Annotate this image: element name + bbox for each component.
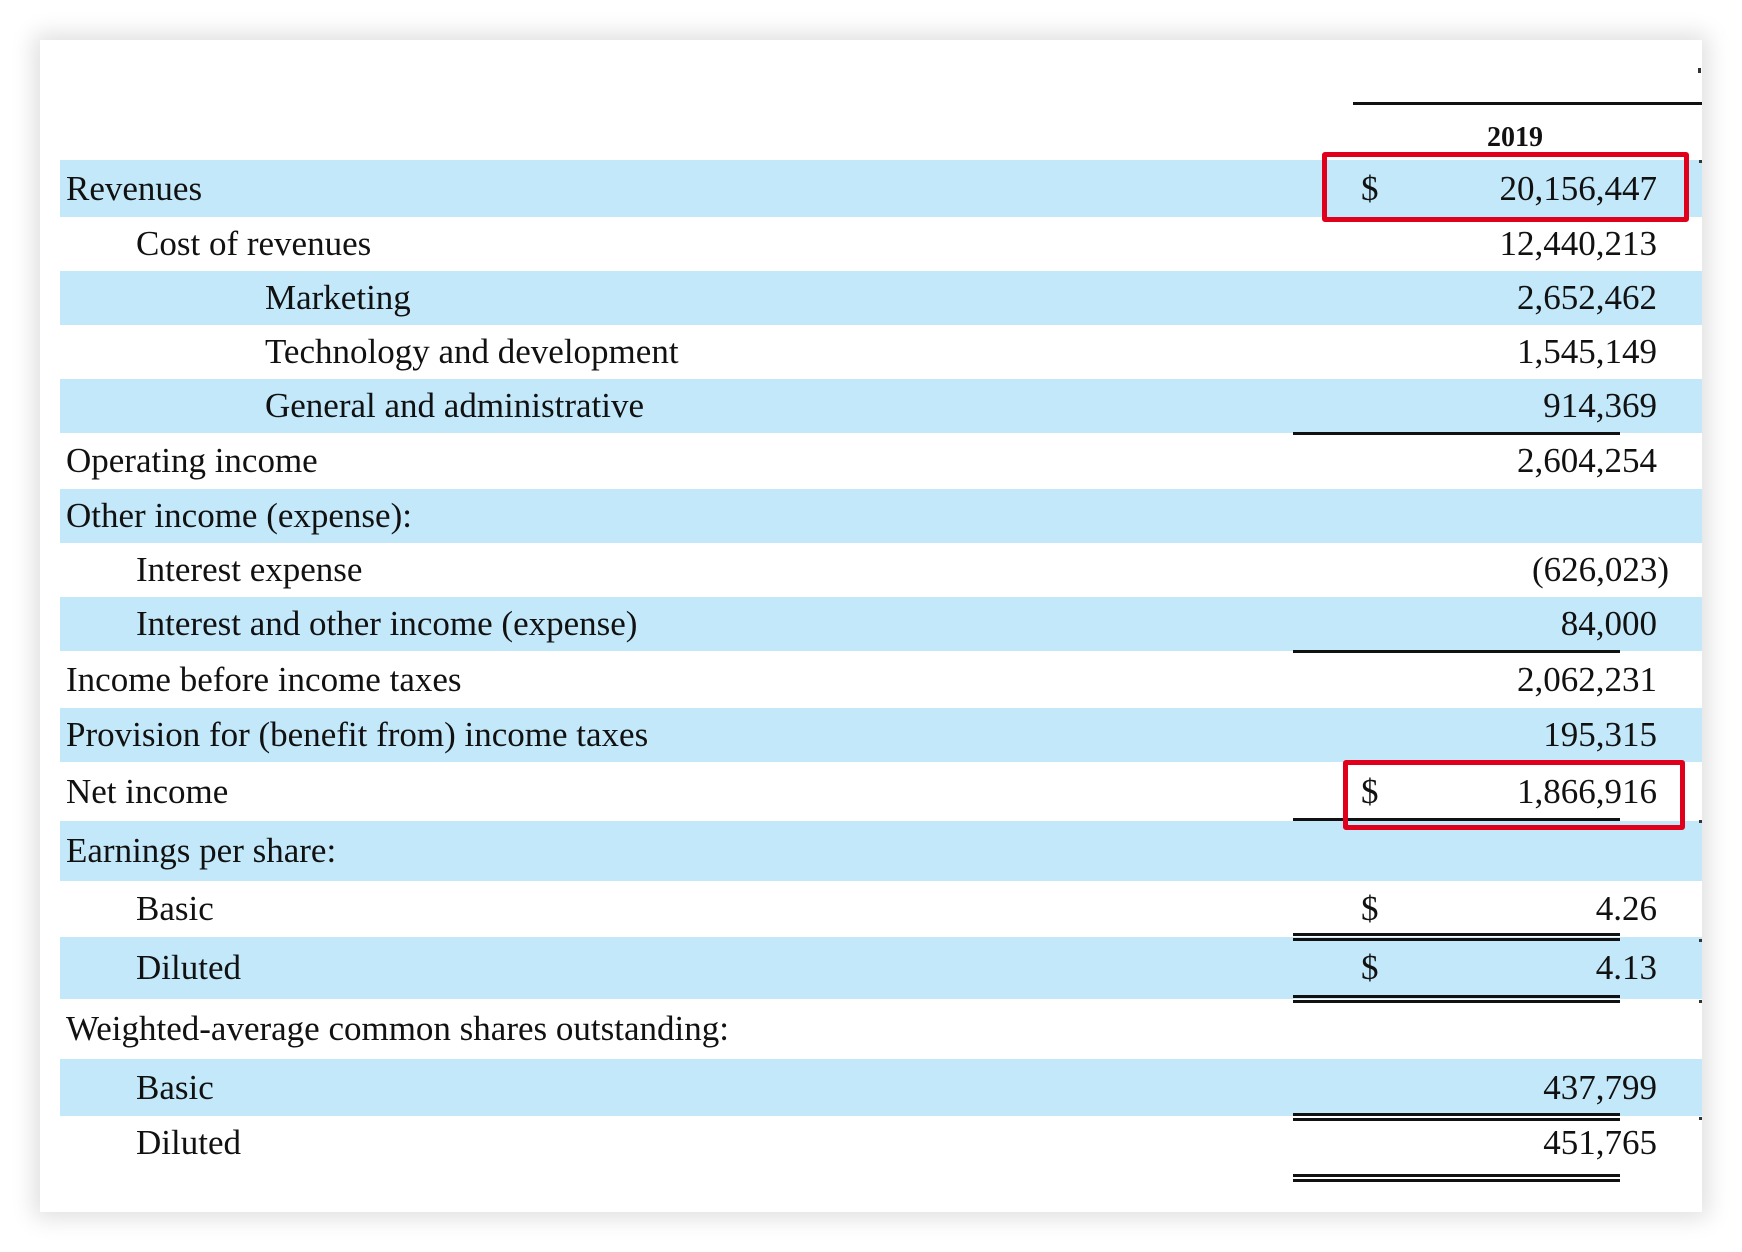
row-general-and-administrative: General and administrative 914,369 (60, 379, 1702, 433)
row-weighted-shares-heading: Weighted-average common shares outstandi… (60, 999, 1702, 1059)
row-value: 2,062,231 (1517, 659, 1657, 699)
total-rule (1293, 818, 1620, 821)
eps-basic-double-rule (1293, 933, 1620, 936)
row-value: 2,652,462 (1517, 278, 1657, 317)
row-value: 4.13 (1595, 948, 1657, 987)
row-value: 437,799 (1543, 1067, 1657, 1107)
currency-symbol: $ (1361, 889, 1379, 928)
row-eps-heading: Earnings per share: (60, 821, 1702, 881)
row-label: Marketing (265, 278, 411, 317)
eps-diluted-double-rule (1293, 1000, 1620, 1003)
row-value: 1,866,916 (1517, 771, 1657, 811)
row-label: General and administrative (265, 386, 645, 425)
row-value: 195,315 (1543, 715, 1657, 754)
currency-symbol: $ (1361, 771, 1379, 811)
eps-basic-double-rule (1293, 938, 1620, 941)
row-value: 451,765 (1543, 1123, 1657, 1162)
row-value: 1,545,149 (1517, 332, 1657, 371)
row-shares-diluted: Diluted 451,765 (60, 1116, 1702, 1170)
row-label: Basic (136, 889, 214, 928)
row-shares-basic: Basic 437,799 (60, 1059, 1702, 1116)
row-eps-diluted: Diluted $ 4.13 (60, 937, 1702, 999)
eps-diluted-double-rule (1293, 995, 1620, 998)
shares-basic-double-rule (1293, 1113, 1620, 1116)
row-value: 914,369 (1543, 386, 1657, 425)
highlight-net-income-box (1343, 760, 1685, 830)
row-revenues: Revenues $ 20,156,447 (60, 160, 1702, 217)
row-label: Other income (expense): (66, 496, 412, 535)
shares-diluted-double-rule (1293, 1179, 1620, 1182)
row-label: Interest and other income (expense) (136, 604, 638, 643)
row-value: (626,023) (1531, 550, 1669, 589)
row-label: Revenues (66, 168, 203, 208)
row-label: Net income (66, 771, 229, 811)
row-value: 84,000 (1560, 604, 1657, 643)
row-value: 2,604,254 (1517, 441, 1657, 480)
column-header-rule (1353, 102, 1702, 105)
row-eps-basic: Basic $ 4.26 (60, 881, 1702, 937)
row-provision-for-income-taxes: Provision for (benefit from) income taxe… (60, 708, 1702, 762)
edge-mark (1699, 939, 1702, 942)
column-header-year: 2019 (1487, 122, 1543, 153)
row-value: 12,440,213 (1499, 224, 1658, 263)
row-label: Earnings per share: (66, 831, 337, 870)
row-value: 4.26 (1595, 889, 1657, 928)
row-label: Operating income (66, 441, 318, 480)
edge-mark (1699, 820, 1702, 823)
edge-mark (1699, 160, 1702, 163)
row-interest-and-other-income: Interest and other income (expense) 84,0… (60, 597, 1702, 651)
shares-basic-double-rule (1293, 1118, 1620, 1121)
row-label: Basic (136, 1067, 214, 1107)
row-other-income-heading: Other income (expense): (60, 489, 1702, 543)
row-label: Technology and development (265, 332, 679, 371)
row-label: Interest expense (136, 550, 363, 589)
row-label: Diluted (136, 948, 241, 987)
row-label: Income before income taxes (66, 659, 462, 699)
header-edge-mark (1698, 68, 1701, 73)
row-label: Provision for (benefit from) income taxe… (66, 715, 649, 754)
row-label: Diluted (136, 1123, 241, 1162)
subtotal-rule (1293, 650, 1620, 653)
shares-diluted-double-rule (1293, 1174, 1620, 1177)
row-value: 20,156,447 (1499, 168, 1658, 208)
highlight-revenues-box (1322, 152, 1689, 222)
edge-mark (1699, 1000, 1702, 1003)
row-label: Cost of revenues (136, 224, 372, 263)
row-marketing: Marketing 2,652,462 (60, 271, 1702, 325)
currency-symbol: $ (1361, 168, 1379, 208)
row-technology-and-development: Technology and development 1,545,149 (60, 325, 1702, 379)
row-cost-of-revenues: Cost of revenues 12,440,213 (60, 217, 1702, 271)
subtotal-rule (1293, 432, 1620, 435)
row-label: Weighted-average common shares outstandi… (66, 1009, 729, 1048)
currency-symbol: $ (1361, 948, 1379, 987)
row-income-before-taxes: Income before income taxes 2,062,231 (60, 651, 1702, 708)
row-interest-expense: Interest expense (626,023) (60, 543, 1702, 597)
row-net-income: Net income $ 1,866,916 (60, 762, 1702, 821)
row-operating-income: Operating income 2,604,254 (60, 433, 1702, 489)
edge-mark (1699, 1117, 1702, 1120)
